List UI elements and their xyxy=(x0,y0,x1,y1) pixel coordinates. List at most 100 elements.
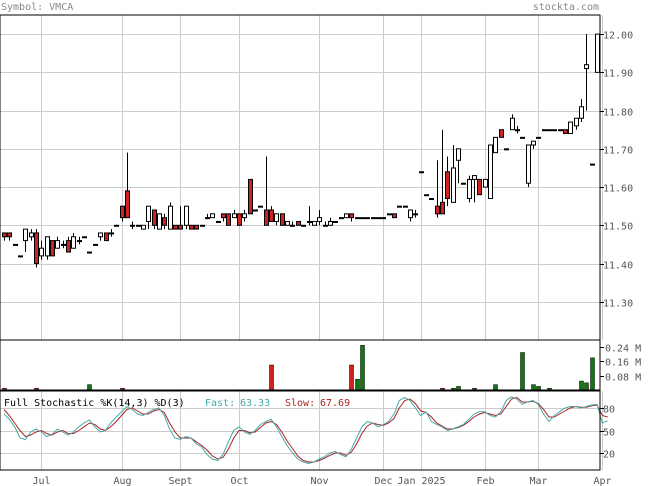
candle-body xyxy=(472,175,477,180)
volume-panel-frame xyxy=(0,339,601,391)
candle-body xyxy=(216,220,221,223)
candle-body xyxy=(301,224,306,227)
candle-body xyxy=(7,232,12,238)
candle-body xyxy=(242,213,247,219)
volume-bar xyxy=(584,382,589,391)
volume-tick-label: 0.24 M xyxy=(605,344,641,355)
candle-body xyxy=(93,243,98,246)
candle-body xyxy=(189,224,194,230)
candle-body xyxy=(120,205,125,219)
candle-body xyxy=(547,129,552,132)
candle-body xyxy=(467,178,472,200)
x-tick-label: Jul xyxy=(32,476,50,486)
candle-body xyxy=(178,224,183,230)
fast-value: 63.33 xyxy=(240,398,270,409)
candle-body xyxy=(317,217,322,222)
candle-body xyxy=(558,129,563,132)
candle-body xyxy=(104,232,109,242)
x-tick-label: Aug xyxy=(113,476,131,486)
candle-body xyxy=(499,129,504,138)
candle-body xyxy=(424,194,429,197)
price-tick-label: 12.00 xyxy=(603,31,633,42)
price-tick-label: 11.90 xyxy=(603,69,633,80)
candle-body xyxy=(71,236,76,249)
candle-body xyxy=(344,213,349,219)
candle-body xyxy=(232,213,237,219)
candle-body xyxy=(237,213,242,226)
x-tick-label: Mar xyxy=(529,476,547,486)
candle-body xyxy=(339,217,344,220)
candle-body xyxy=(226,213,231,226)
candle-body xyxy=(296,220,301,226)
stoch-tick-label: 80 xyxy=(603,405,615,416)
candle-body xyxy=(451,167,456,203)
candle-body xyxy=(194,224,199,230)
candle-body xyxy=(568,121,573,135)
candle-body xyxy=(397,205,402,208)
volume-bar xyxy=(349,364,354,391)
symbol-label: Symbol: VMCA xyxy=(1,2,73,13)
panel-frames xyxy=(0,14,601,471)
candle-body xyxy=(360,217,365,220)
candle-body xyxy=(98,232,103,238)
price-candles xyxy=(2,33,600,268)
volume-bar xyxy=(87,384,92,391)
axis-labels: Jul Aug Sept Oct Nov Dec Jan 2025 Feb Mar Apr 12.0… xyxy=(32,31,641,486)
candle-body xyxy=(87,251,92,254)
candle-body xyxy=(18,255,23,258)
candle-body xyxy=(130,224,135,227)
fast-label: Fast: xyxy=(205,398,235,409)
volume-bar xyxy=(579,380,584,391)
candle-body xyxy=(552,129,557,132)
candle-body xyxy=(82,236,87,239)
brand-label[interactable]: stockta.com xyxy=(533,2,599,13)
candle-body xyxy=(488,144,493,200)
candle-body xyxy=(392,213,397,219)
price-tick-label: 11.70 xyxy=(603,146,633,157)
candle-body xyxy=(2,232,7,238)
candle-body xyxy=(152,209,157,226)
slow-value: 67.69 xyxy=(320,398,350,409)
volume-bar xyxy=(493,384,498,391)
candle-body xyxy=(579,106,584,119)
candle-body xyxy=(381,217,386,220)
candle-body xyxy=(285,220,290,226)
stochastic-lines xyxy=(3,396,608,465)
candle-body xyxy=(162,217,167,226)
candle-body xyxy=(595,33,600,73)
candle-body xyxy=(493,136,498,154)
candle-body xyxy=(563,129,568,135)
candle-body xyxy=(205,217,210,220)
candle-body xyxy=(542,129,547,132)
price-tick-label: 11.40 xyxy=(603,261,633,272)
candle-body xyxy=(269,209,274,222)
candle-body xyxy=(440,201,445,215)
candle-body xyxy=(408,209,413,219)
candle-body xyxy=(323,224,328,227)
candle-body xyxy=(264,209,269,226)
volume-bars xyxy=(2,345,595,391)
candle-body xyxy=(221,213,226,219)
volume-bar xyxy=(456,386,461,391)
candle-body xyxy=(312,220,317,226)
candle-body xyxy=(365,217,370,220)
candle-body xyxy=(50,240,55,257)
volume-tick-label: 0.16 M xyxy=(605,358,641,369)
candle-body xyxy=(376,217,381,220)
grid-layer xyxy=(0,15,603,470)
candle-body xyxy=(307,220,312,223)
candle-body xyxy=(387,213,392,216)
x-tick-label: Oct xyxy=(230,476,248,486)
fast-line xyxy=(3,396,608,465)
candle-body xyxy=(157,213,162,230)
x-tick-label: Jan 2025 xyxy=(397,476,445,486)
stoch-tick-label: 50 xyxy=(603,428,615,439)
candle-body xyxy=(584,64,589,70)
price-tick-label: 11.50 xyxy=(603,222,633,233)
candle-body xyxy=(66,240,71,253)
stochastic-title: Full Stochastic %K(14,3) %D(3) xyxy=(4,398,185,409)
x-tick-label: Sept xyxy=(168,476,192,486)
candle-body xyxy=(333,220,338,223)
candle-body xyxy=(114,224,119,227)
candle-body xyxy=(504,148,509,151)
